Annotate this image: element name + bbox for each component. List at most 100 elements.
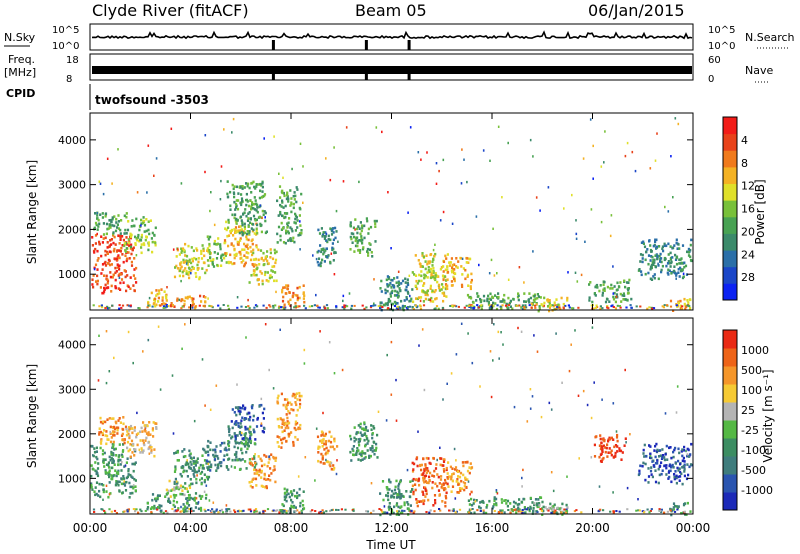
cell-20-209	[647, 475, 651, 478]
ground-cell-61	[254, 508, 258, 510]
speckle-26	[212, 501, 215, 504]
cell-8-213	[232, 191, 235, 194]
cell-20-65	[661, 245, 664, 248]
cell-9-39	[251, 457, 254, 461]
cell-11-56	[281, 189, 284, 193]
cell-1-36	[102, 222, 105, 225]
cell-20-215	[660, 257, 663, 260]
cell-0-192	[97, 494, 100, 497]
cell-10-3	[292, 489, 296, 492]
cell-13-56	[366, 437, 369, 440]
cell-1-83	[117, 214, 120, 217]
ground-cell-109	[449, 509, 452, 512]
ground-cell-106	[167, 305, 170, 308]
ground-cell-4	[314, 510, 317, 512]
speckle-34	[655, 265, 657, 269]
cell-1-65	[110, 220, 113, 224]
cell-3-23	[148, 304, 151, 307]
cell-0-69	[100, 272, 103, 275]
ground-cell-208	[324, 307, 327, 310]
cell-1-39	[102, 420, 105, 423]
cell-18-40	[549, 502, 552, 506]
cell-12-65	[327, 254, 330, 257]
cell-5-103	[192, 249, 195, 253]
cell-8-66	[245, 182, 248, 185]
ground-cell-128	[140, 510, 143, 513]
cell-9-91	[257, 283, 260, 286]
cell-14-118	[396, 290, 399, 294]
cell-11-155	[277, 225, 281, 229]
cell-12-87	[323, 237, 326, 241]
cell-13-9	[365, 434, 368, 438]
cell-1-45	[116, 226, 119, 229]
cell-13-69	[361, 450, 364, 453]
cell-11-129	[287, 197, 290, 201]
cell-1-63	[116, 223, 119, 226]
ground-cell-54	[220, 508, 223, 511]
cell-12-1	[321, 454, 324, 458]
cell-8-116	[256, 223, 259, 227]
cell-20-178	[669, 446, 672, 449]
cell-6-38	[210, 463, 213, 467]
cell-12-31	[328, 430, 331, 434]
speckle-148	[577, 394, 580, 397]
cell-20-44	[669, 469, 672, 473]
cell-0-171	[129, 287, 132, 290]
cell-17-94	[487, 294, 490, 298]
ground-cell-52	[179, 510, 182, 513]
cell-20-87	[642, 452, 645, 455]
cell-0-195	[113, 463, 116, 466]
cell-0-9	[109, 239, 112, 242]
cell-9-49	[267, 461, 270, 464]
freq-tick-top: 18	[66, 55, 79, 66]
cell-2-129	[142, 216, 145, 219]
cell-5-123	[197, 257, 200, 260]
ground-cell-49	[365, 510, 368, 513]
cell-15-86	[442, 292, 445, 295]
cell-20-94	[684, 264, 688, 268]
cell-14-85	[411, 479, 414, 482]
cell-12-56	[323, 442, 326, 446]
cell-20-100	[677, 469, 680, 472]
speckle-16	[204, 134, 207, 137]
cell-11-8	[290, 403, 293, 406]
cell-8-120	[237, 406, 240, 409]
cell-0-224	[96, 467, 100, 470]
cell-18-25	[560, 296, 563, 300]
colorbar-tick-2: 12	[741, 180, 755, 193]
cell-11-140	[300, 231, 303, 235]
cell-7-100	[246, 447, 249, 451]
cell-5-133	[174, 468, 177, 471]
cell-13-111	[366, 247, 369, 251]
cell-5-42	[196, 457, 199, 460]
cell-3-38	[155, 289, 158, 292]
cell-3-77	[167, 499, 170, 503]
freq-tick-bottom: 8	[66, 74, 72, 85]
cell-5-21	[176, 482, 179, 485]
cell-20-222	[681, 448, 684, 451]
cell-12-55	[327, 238, 330, 241]
cell-8-58	[263, 194, 266, 198]
ground-cell-229	[523, 306, 526, 308]
speckle-157	[207, 462, 210, 465]
ground-cell-86	[602, 509, 605, 512]
ground-cell-56	[144, 509, 147, 512]
cell-1-20	[123, 214, 126, 218]
cell-14-75	[399, 480, 402, 484]
speckle-84	[672, 196, 674, 199]
cell-7-30	[236, 434, 239, 437]
cell-16-66	[464, 476, 467, 480]
cell-12-46	[317, 459, 320, 463]
cell-20-206	[669, 265, 672, 268]
ground-cell-93	[530, 306, 533, 309]
cell-15-83	[422, 478, 425, 482]
ground-cell-49	[455, 305, 458, 308]
ground-cell-214	[451, 305, 454, 307]
cell-1-2	[118, 417, 121, 420]
cell-0-70	[121, 235, 124, 238]
cell-10-43	[282, 504, 285, 508]
speckle-18	[259, 204, 262, 207]
cell-14-82	[405, 288, 408, 292]
ground-cell-74	[239, 510, 242, 513]
cell-2-108	[141, 439, 145, 442]
